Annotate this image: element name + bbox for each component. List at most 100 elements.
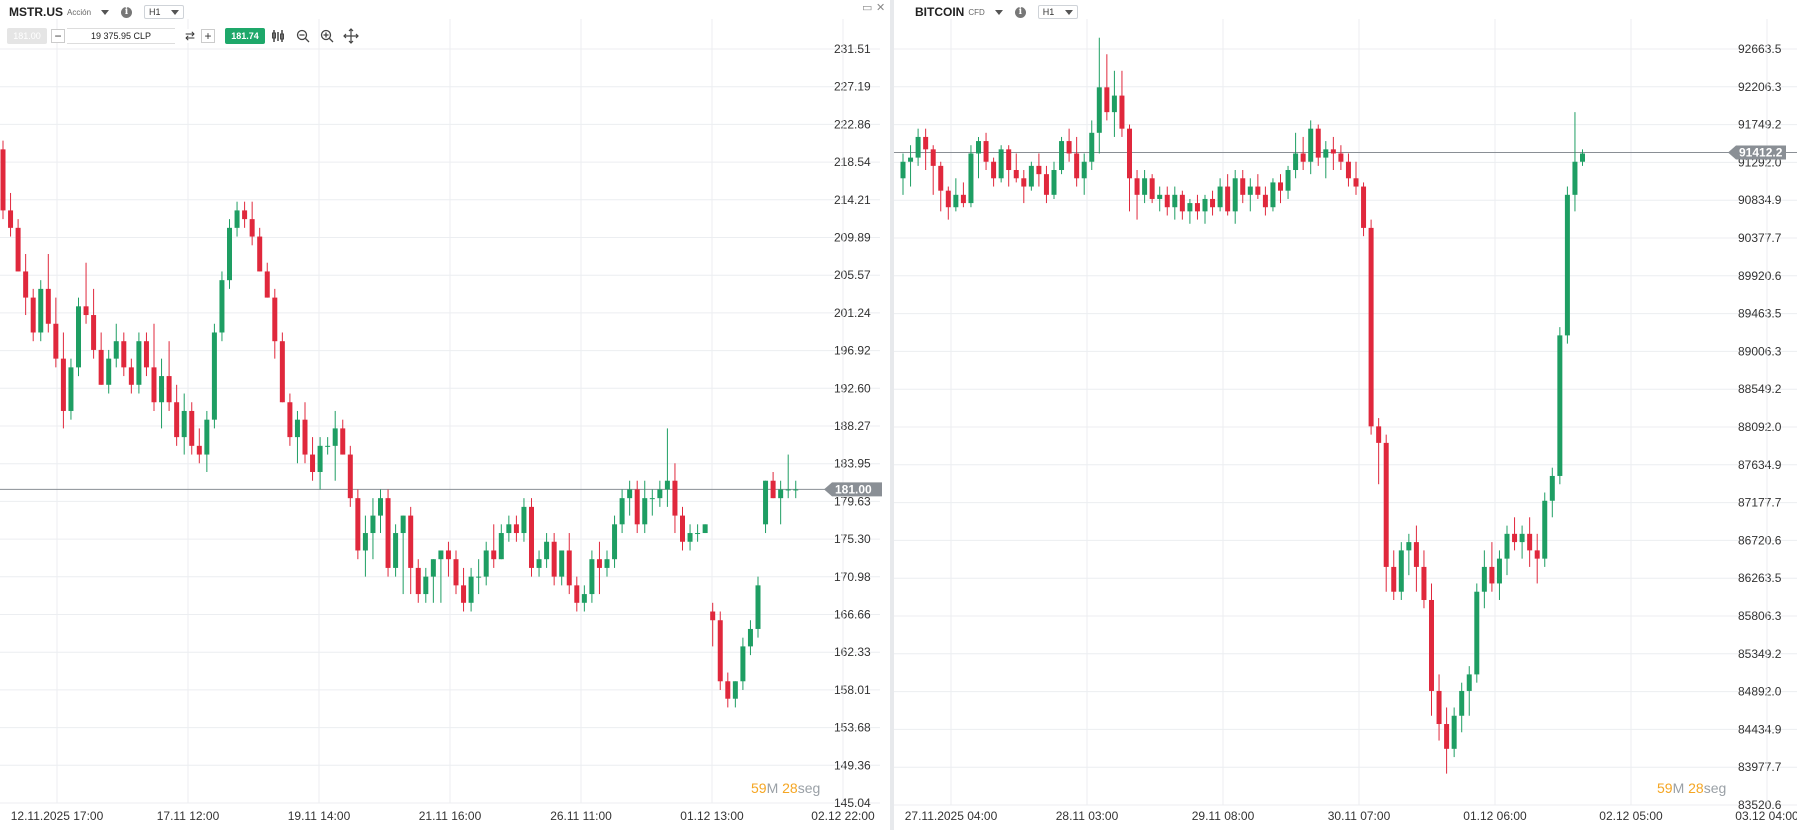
candle-up bbox=[1504, 525, 1510, 576]
quantity-input[interactable]: 19 375.95 CLP bbox=[67, 28, 175, 44]
candle-body bbox=[1398, 550, 1404, 592]
y-tick-label: 92206.3 bbox=[1738, 80, 1782, 94]
x-tick-label: 01.12 13:00 bbox=[680, 809, 744, 823]
candle-body bbox=[1429, 599, 1434, 691]
candle-body bbox=[242, 210, 248, 220]
candle-body bbox=[257, 236, 263, 272]
increase-quantity-button[interactable]: + bbox=[201, 29, 215, 43]
candle-up bbox=[113, 323, 119, 368]
close-icon[interactable]: ✕ bbox=[876, 2, 886, 14]
candle-body bbox=[513, 524, 519, 534]
chevron-down-icon bbox=[171, 9, 180, 15]
y-tick-label: 162.33 bbox=[834, 645, 871, 659]
swap-icon[interactable]: ⇄ bbox=[183, 29, 197, 43]
candle-up bbox=[332, 410, 338, 481]
candle-down bbox=[1066, 128, 1072, 162]
candle-up bbox=[483, 541, 489, 586]
candle-down bbox=[461, 567, 467, 612]
candle-body bbox=[785, 489, 791, 491]
candle-body bbox=[1308, 128, 1314, 162]
candle-body bbox=[76, 306, 81, 368]
candle-up bbox=[106, 349, 112, 394]
candle-body bbox=[1119, 95, 1125, 129]
info-icon[interactable]: i bbox=[1014, 6, 1026, 18]
y-tick-label: 153.68 bbox=[834, 721, 871, 735]
candle-body bbox=[378, 498, 383, 516]
candle-up bbox=[325, 437, 331, 455]
candle-down bbox=[945, 186, 951, 220]
info-icon[interactable]: i bbox=[121, 6, 133, 18]
candle-body bbox=[408, 515, 414, 568]
candle-body bbox=[1149, 178, 1155, 199]
candle-up bbox=[1293, 132, 1299, 179]
candle-body bbox=[574, 585, 580, 603]
candle-body bbox=[551, 541, 557, 577]
candle-down bbox=[1164, 186, 1170, 216]
price-chart-mstr[interactable]: 231.51 227.19 222.86 218.54 214.21 209.89 205.… bbox=[0, 0, 890, 830]
zoom-in-icon[interactable] bbox=[317, 27, 337, 45]
candle-body bbox=[521, 506, 527, 534]
candle-body bbox=[566, 550, 572, 586]
candle-body bbox=[136, 341, 142, 385]
y-tick-label: 218.54 bbox=[834, 155, 871, 169]
crosshair-icon[interactable] bbox=[341, 27, 361, 45]
chevron-down-icon[interactable] bbox=[101, 9, 110, 15]
candle-down bbox=[98, 332, 104, 385]
candle-body bbox=[1194, 203, 1200, 212]
candle-up bbox=[1202, 194, 1208, 224]
candle-down bbox=[770, 471, 776, 499]
candle-body bbox=[529, 506, 534, 568]
x-tick-label: 29.11 08:00 bbox=[1192, 809, 1255, 823]
symbol-label[interactable]: MSTR.US bbox=[9, 5, 63, 19]
candle-body bbox=[196, 445, 202, 455]
candle-body bbox=[747, 628, 753, 647]
chart-panel-left[interactable]: 231.51 227.19 222.86 218.54 214.21 209.89 205.… bbox=[0, 0, 890, 830]
y-tick-label: 85806.3 bbox=[1738, 609, 1782, 623]
candle-down bbox=[287, 393, 293, 446]
candle-body bbox=[1353, 178, 1359, 187]
zoom-out-icon[interactable] bbox=[293, 27, 313, 45]
candle-down bbox=[272, 288, 278, 359]
candle-body bbox=[310, 454, 316, 472]
candle-up bbox=[234, 201, 240, 237]
candle-body bbox=[717, 620, 723, 682]
candle-down bbox=[1421, 550, 1427, 609]
candle-up bbox=[649, 489, 655, 516]
candle-up bbox=[544, 533, 550, 568]
y-tick-label: 192.60 bbox=[834, 381, 871, 395]
current-price-label: 181.00 bbox=[835, 482, 872, 496]
panel-divider[interactable] bbox=[890, 0, 894, 830]
candle-body bbox=[272, 297, 278, 342]
maximize-icon[interactable]: ▭ bbox=[862, 2, 873, 14]
chevron-down-icon[interactable] bbox=[994, 9, 1003, 15]
current-price-label: 91412.2 bbox=[1739, 145, 1783, 159]
sell-button[interactable]: 181.00 bbox=[7, 28, 47, 44]
countdown-seconds-unit: seg bbox=[797, 780, 821, 796]
candle-body bbox=[483, 550, 489, 577]
symbol-label[interactable]: BITCOIN bbox=[915, 5, 965, 19]
candle-down bbox=[1534, 533, 1540, 584]
candle-up bbox=[581, 585, 587, 612]
price-chart-bitcoin[interactable]: 92663.592206.391749.291292.090834.990377… bbox=[894, 0, 1797, 830]
indicators-icon[interactable] bbox=[269, 27, 289, 45]
candle-body bbox=[968, 153, 974, 204]
y-tick-label: 214.21 bbox=[834, 193, 871, 207]
candle-body bbox=[151, 367, 157, 403]
x-tick-label: 27.11.2025 04:00 bbox=[905, 809, 998, 823]
timeframe-select[interactable]: H1 bbox=[1037, 5, 1078, 19]
buy-button[interactable]: 181.74 bbox=[225, 28, 265, 44]
candle-up bbox=[778, 480, 784, 525]
candle-up bbox=[476, 559, 482, 595]
chart-panel-right[interactable]: 92663.5 92206.3 91749.2 91292.0 90834.9 90377… bbox=[894, 0, 1797, 830]
candle-body bbox=[619, 498, 625, 525]
x-tick-label: 03.12 04:00 bbox=[1735, 809, 1797, 823]
candle-body bbox=[695, 533, 701, 535]
candle-body bbox=[166, 376, 172, 403]
timeframe-select[interactable]: H1 bbox=[144, 5, 185, 19]
candle-body bbox=[347, 454, 353, 499]
candle-up bbox=[976, 136, 981, 179]
decrease-quantity-button[interactable]: − bbox=[51, 29, 65, 43]
y-tick-label: 175.30 bbox=[834, 532, 871, 546]
candle-body bbox=[1111, 95, 1117, 113]
y-tick-label: 90834.9 bbox=[1738, 193, 1782, 207]
